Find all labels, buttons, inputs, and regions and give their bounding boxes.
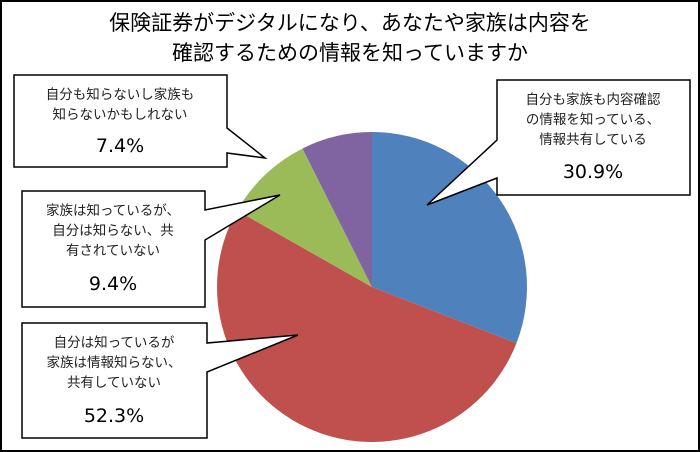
- slice-label-line: 自分は知らない、共: [52, 222, 174, 239]
- callout-blue: 自分も家族も内容確認 の情報を知っている、 情報共有している 30.9%: [426, 79, 691, 206]
- pie-slice-3: [302, 132, 372, 287]
- slice-label-line: 自分も家族も内容確認: [526, 91, 661, 108]
- slice-value-label: 9.4%: [89, 273, 137, 295]
- slice-label-line: 家族は知っているが、: [46, 202, 180, 219]
- slice-label-line: 自分は知っているが: [54, 334, 175, 351]
- slice-value-label: 7.4%: [96, 135, 144, 157]
- slice-label-line: 自分も知らないし家族も: [46, 86, 195, 103]
- callout-purple: 自分も知らないし家族も 知らないかもしれない 7.4%: [13, 74, 268, 168]
- slice-label-line: 情報共有している: [539, 132, 647, 148]
- chart-title-line-1: 保険証券がデジタルになり、あなたや家族は内容を: [109, 11, 591, 35]
- pie-slice-2: [237, 148, 372, 287]
- callout-green: 家族は知っているが、 自分は知らない、共 有されていない 9.4%: [21, 190, 281, 308]
- pie-slices: [216, 132, 527, 443]
- chart-title-line-2: 確認するための情報を知っていますか: [172, 41, 528, 65]
- slice-label-line: の情報を知っている、: [526, 111, 660, 128]
- slice-label-line: 知らないかもしれない: [53, 106, 188, 123]
- slice-value-label: 52.3%: [84, 405, 144, 427]
- slice-value-label: 30.9%: [563, 161, 623, 183]
- pie-slice-0: [372, 132, 527, 344]
- slice-label-line: 有されていない: [66, 243, 160, 259]
- pie-slice-1: [216, 210, 517, 443]
- callout-red: 自分は知っているが 家族は情報知らない、 共有していない 52.3%: [21, 322, 299, 439]
- slice-label-line: 家族は情報知らない、: [47, 354, 182, 371]
- slice-label-line: 共有していない: [67, 375, 161, 391]
